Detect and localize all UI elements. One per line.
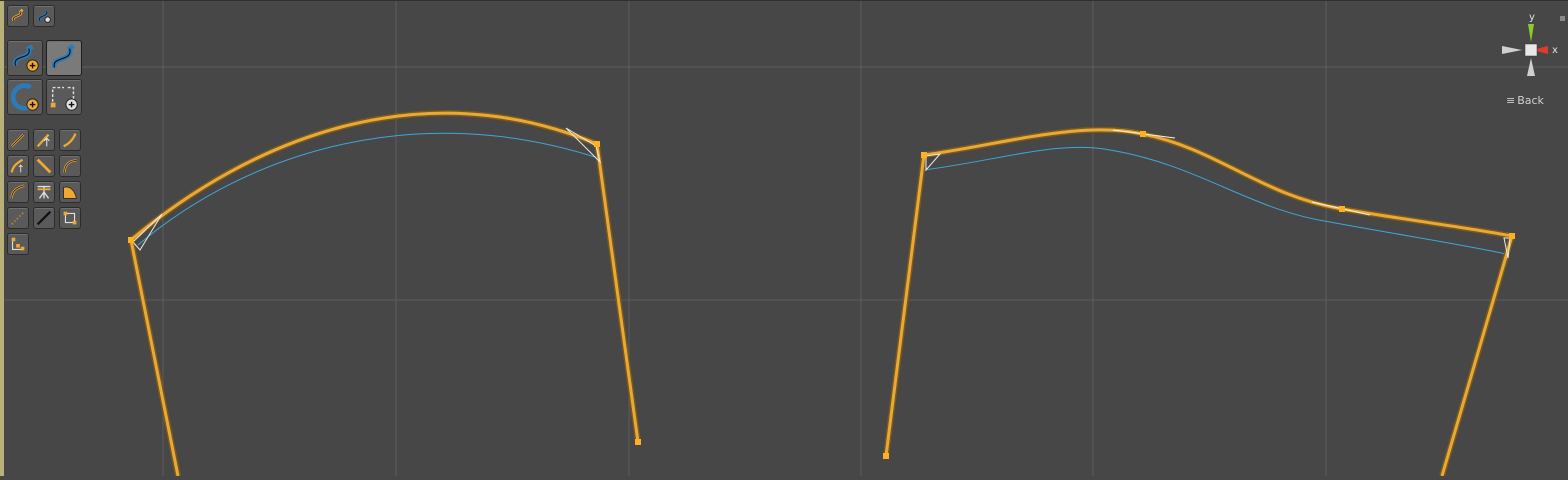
control-point[interactable] <box>1339 206 1345 212</box>
straight-line-button[interactable] <box>33 207 55 229</box>
spline-edit-button[interactable] <box>33 5 55 27</box>
straight-line-icon <box>36 210 52 226</box>
tangent-tool-button[interactable] <box>7 129 29 151</box>
gizmo-neg-x-arrow[interactable] <box>1502 46 1522 54</box>
bend-tool-icon <box>10 184 25 199</box>
add-spline-button[interactable] <box>7 40 43 76</box>
control-point[interactable] <box>921 152 927 158</box>
view-direction-label[interactable]: ≡ Back <box>1506 94 1544 107</box>
top-edge-line <box>0 0 1568 1</box>
control-point[interactable] <box>594 141 600 147</box>
spline-right[interactable] <box>883 126 1515 477</box>
tangent-tool-icon <box>10 133 25 148</box>
gizmo-neg-y-arrow[interactable] <box>1527 58 1535 76</box>
split-tool-button[interactable] <box>33 181 55 203</box>
linear-tool-icon <box>36 158 52 174</box>
split-tool-icon <box>37 185 51 199</box>
select-spline-button[interactable] <box>46 40 82 76</box>
control-point[interactable] <box>883 453 889 459</box>
tangent-up-tool-icon <box>36 133 50 148</box>
bend-tool-button[interactable] <box>7 181 29 203</box>
spline-edit-icon <box>37 11 51 23</box>
tangent-handle[interactable] <box>132 213 163 251</box>
pivot-tool-button[interactable] <box>7 233 29 255</box>
guide-curve-right <box>923 146 1507 255</box>
tangent-handle[interactable] <box>925 153 942 172</box>
left-edge-strip <box>0 0 4 476</box>
control-point[interactable] <box>1140 131 1146 137</box>
add-spline-icon <box>12 44 39 72</box>
bounding-box-button[interactable] <box>59 207 81 229</box>
fill-tool-button[interactable] <box>59 181 81 203</box>
arc-tool-icon <box>63 159 77 173</box>
spline-mode-icon <box>11 8 24 21</box>
linear-tool-button[interactable] <box>33 155 55 177</box>
add-rect-spline-icon <box>50 86 78 111</box>
curve-tool-icon <box>63 133 77 148</box>
vertical-tool-icon <box>10 158 24 173</box>
gizmo-y-arrow[interactable] <box>1528 24 1534 42</box>
fill-tool-icon <box>63 186 77 199</box>
control-point[interactable] <box>128 237 134 243</box>
spline-arc-right[interactable] <box>923 126 1513 239</box>
add-circle-spline-icon <box>10 83 39 111</box>
spline-arc-left[interactable] <box>129 110 599 243</box>
view-direction-text: Back <box>1517 94 1544 107</box>
curve-tool-button[interactable] <box>59 129 81 151</box>
guide-curve-left <box>137 132 599 246</box>
dotted-line-icon <box>10 210 26 226</box>
spline-left[interactable] <box>128 110 641 477</box>
dotted-line-button[interactable] <box>7 207 29 229</box>
gizmo-center-cube[interactable] <box>1524 43 1538 57</box>
menu-icon: ≡ <box>1506 94 1516 107</box>
select-spline-icon <box>51 43 75 69</box>
control-point[interactable] <box>635 439 641 445</box>
gizmo-x-arrow[interactable] <box>1532 46 1548 54</box>
arc-tool-button[interactable] <box>59 155 81 177</box>
tangent-handle[interactable] <box>565 127 601 164</box>
pivot-tool-icon <box>11 237 25 251</box>
tangent-handle[interactable] <box>1503 237 1511 259</box>
spline-mode-button[interactable] <box>7 5 29 27</box>
add-circle-spline-button[interactable] <box>7 79 43 115</box>
vertical-tool-button[interactable] <box>7 155 29 177</box>
orientation-gizmo[interactable]: y x <box>1496 8 1568 80</box>
gizmo-y-label: y <box>1529 12 1535 23</box>
lock-icon[interactable] <box>1560 16 1565 21</box>
bounding-box-icon <box>63 211 77 225</box>
add-rect-spline-button[interactable] <box>46 79 82 115</box>
control-point[interactable] <box>1509 233 1515 239</box>
tangent-up-tool-button[interactable] <box>33 129 55 151</box>
gizmo-x-label: x <box>1552 45 1558 56</box>
